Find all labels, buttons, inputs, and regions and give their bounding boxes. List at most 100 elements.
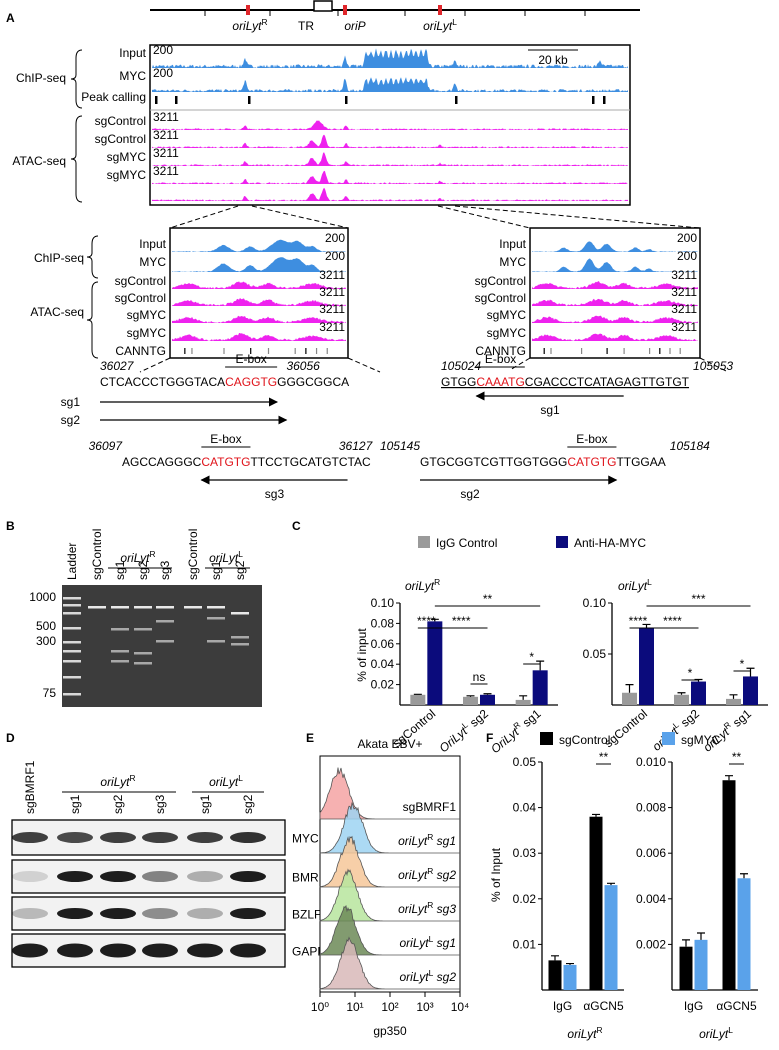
bar: [674, 694, 689, 705]
atac-signal: [532, 298, 698, 306]
y-tick-label: 0.06: [371, 637, 395, 651]
blot-band: [142, 908, 178, 919]
panel-title: oriLytL: [618, 577, 652, 593]
peak-call: [455, 96, 458, 104]
error-bar: [746, 667, 755, 677]
y-tick-label: 0.02: [371, 678, 395, 692]
y-tick-label: 0.08: [371, 616, 395, 630]
guide-label: sg1: [540, 403, 560, 417]
motif-tick: [305, 348, 307, 354]
atac-signal: [532, 315, 698, 323]
track-scale: 3211: [319, 268, 345, 282]
track-label: Input: [119, 46, 146, 60]
chip-signal: [172, 257, 346, 272]
atac-signal: [172, 315, 346, 323]
panel-title-part: R: [434, 577, 440, 587]
blot-band: [12, 832, 48, 843]
map-label-part: R: [262, 17, 268, 27]
gel-band: [207, 640, 225, 643]
map-label: oriLytL: [423, 17, 457, 33]
lane-label: sg2: [136, 560, 150, 580]
bar: [679, 946, 693, 990]
track-label: Input: [139, 237, 166, 251]
sample-label: oriLytR sg3: [398, 900, 456, 916]
ebox-sequence: CAAATG: [476, 375, 524, 389]
sample-label: sgBMRF1: [403, 800, 457, 814]
origin-mark: [343, 5, 347, 15]
peak-call: [155, 96, 158, 104]
peak-call: [248, 96, 251, 104]
lane-label: sgBMRF1: [23, 760, 37, 814]
ebox-label: E-box: [210, 432, 241, 446]
track-label: sgControl: [115, 274, 166, 288]
gel-band: [207, 606, 225, 609]
panel-letter: E: [306, 731, 314, 745]
sample-label: oriLytR sg2: [398, 866, 456, 882]
error-bar: [536, 660, 545, 671]
sample-label-part: oriLyt: [400, 970, 430, 984]
x-tick-label: OriLytR sg1: [487, 705, 544, 756]
track-label: sgMYC: [487, 308, 527, 322]
x-tick-label: 10³: [416, 1000, 433, 1014]
ebox-sequence: CAGGTG: [225, 375, 277, 389]
peak-call: [175, 96, 178, 104]
x-axis-label: gp350: [373, 1024, 407, 1038]
y-tick-label: 0.05: [513, 755, 537, 769]
bar: [722, 780, 736, 990]
track-scale: 3211: [671, 268, 697, 282]
legend-swatch: [418, 536, 430, 548]
error-bar: [592, 813, 600, 817]
lane-label: sg1: [113, 560, 127, 580]
map-label-part: oriP: [344, 19, 365, 33]
blot-band: [187, 908, 223, 919]
gel-band: [231, 643, 249, 646]
x-tick-label: IgG: [553, 999, 572, 1013]
track-scale: 3211: [153, 146, 179, 160]
motif-tick: [543, 348, 545, 354]
group-label-part: L: [238, 549, 243, 559]
motif-tick: [184, 348, 186, 354]
ladder-size: 75: [43, 686, 57, 700]
atac-signal: [532, 281, 698, 289]
motif-tick: [581, 348, 583, 354]
panel-title-part: L: [728, 1025, 733, 1035]
chip-signal: [152, 48, 628, 68]
significance-label: **: [483, 592, 493, 606]
panel-title-part: oriLyt: [699, 1027, 729, 1041]
zoom-connector: [509, 357, 531, 371]
guide-label: sg1: [61, 395, 81, 409]
coordinate: 36027: [100, 359, 135, 373]
bar: [639, 628, 654, 705]
bar: [694, 939, 708, 990]
y-tick-label: 0.010: [636, 755, 666, 769]
sample-label-part: oriLyt: [400, 936, 430, 950]
bar: [604, 885, 618, 990]
legend-label: Anti-HA-MYC: [574, 536, 646, 550]
group-label-part: oriLyt: [209, 775, 239, 789]
sample-label-part: sg1: [433, 834, 456, 848]
blot-band: [57, 832, 93, 843]
blot-band: [57, 943, 93, 958]
ebox-label: E-box: [485, 352, 516, 366]
sample-label-part: R: [427, 866, 433, 876]
sequence-part: TTGGAA: [616, 455, 665, 469]
lane-label: sg3: [153, 794, 167, 814]
atac-signal: [172, 297, 346, 306]
bar: [515, 699, 531, 705]
gel-band: [63, 627, 81, 630]
x-tick-label: αGCN5: [583, 999, 624, 1013]
blot-band: [230, 908, 266, 919]
gel-band: [88, 606, 106, 609]
motif-tick: [659, 348, 661, 354]
motif-tick: [191, 348, 193, 354]
group-label: ATAC-seq: [12, 154, 66, 168]
coordinate: 105024: [441, 359, 481, 373]
panel-letter: A: [6, 11, 15, 25]
bar: [532, 670, 548, 705]
gel-band: [231, 636, 249, 639]
map-label: oriP: [344, 19, 365, 33]
error-bar: [677, 692, 686, 695]
significance-label: *: [740, 657, 745, 671]
gel-band: [63, 641, 81, 644]
group-label: oriLytR: [100, 773, 135, 789]
